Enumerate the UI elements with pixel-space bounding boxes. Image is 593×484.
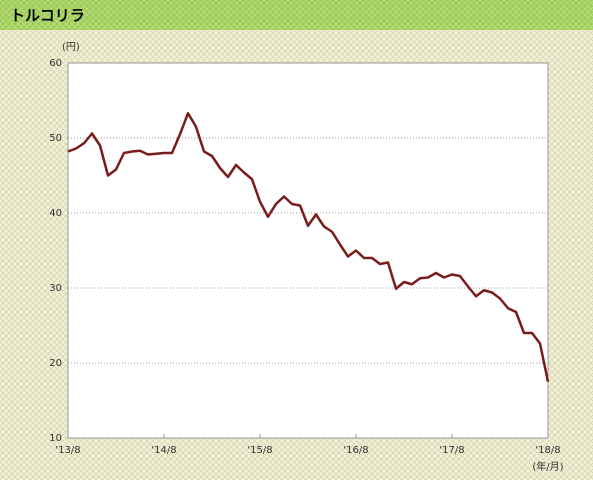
x-tick-label: '18/8	[535, 445, 560, 456]
y-tick-label: 50	[49, 133, 62, 144]
x-tick-label: '14/8	[151, 445, 176, 456]
y-tick-label: 40	[49, 208, 62, 219]
chart-title: トルコリラ	[10, 7, 85, 25]
x-tick-label: '17/8	[439, 445, 464, 456]
y-axis-label: (円)	[62, 42, 80, 53]
x-tick-label: '16/8	[343, 445, 368, 456]
y-tick-label: 20	[49, 358, 62, 369]
header	[0, 0, 593, 30]
x-axis-label: (年/月)	[532, 460, 563, 473]
y-tick-label: 10	[49, 433, 62, 444]
x-tick-label: '15/8	[247, 445, 272, 456]
y-tick-label: 60	[49, 58, 62, 69]
line	[67, 112, 550, 383]
x-tick-label: '13/8	[55, 445, 80, 456]
plot-area	[67, 62, 549, 439]
y-tick-label: 30	[49, 283, 62, 294]
